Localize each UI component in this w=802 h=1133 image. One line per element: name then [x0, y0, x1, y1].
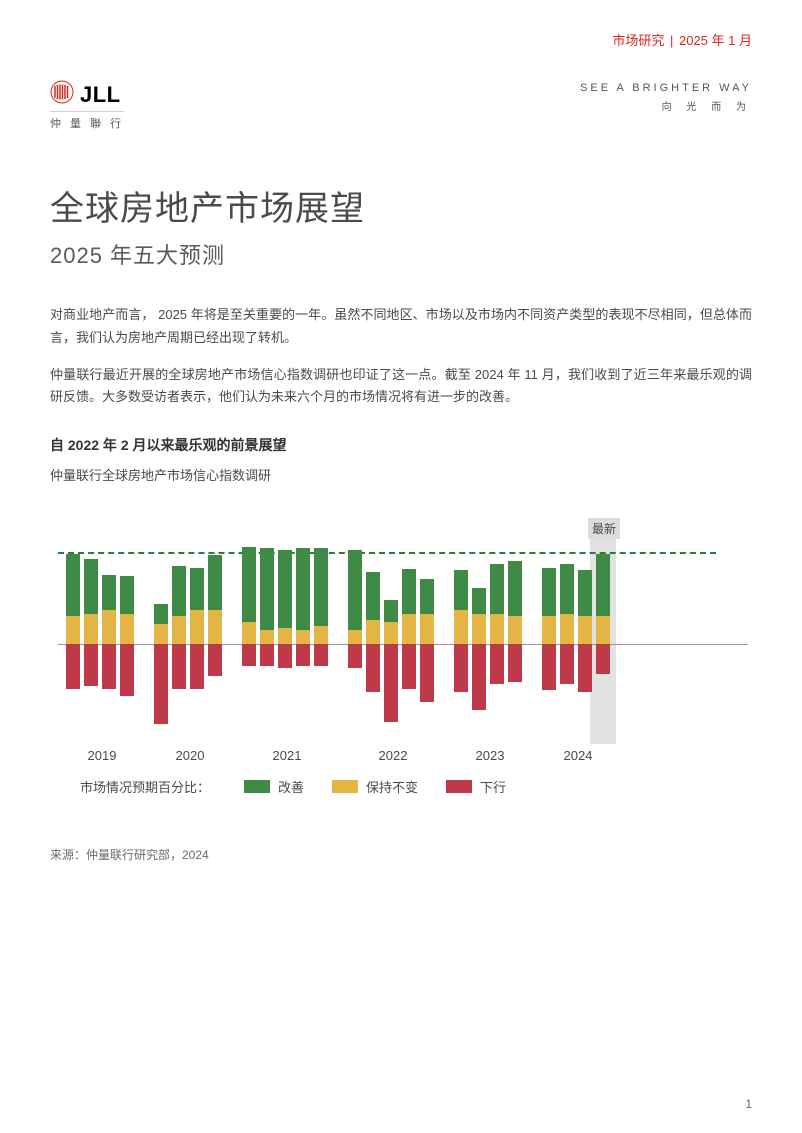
chart-year-group [446, 524, 534, 744]
chart-year-group [340, 524, 446, 744]
chart-bar [102, 524, 116, 744]
chart-bar [278, 524, 292, 744]
chart-bar [596, 524, 610, 744]
legend-swatch-improve [244, 780, 270, 793]
chart-bar [560, 524, 574, 744]
chart-bar [154, 524, 168, 744]
chart-bar [190, 524, 204, 744]
legend-label: 下行 [480, 777, 506, 796]
legend-item-same: 保持不变 [332, 777, 418, 796]
legend-item-improve: 改善 [244, 777, 304, 796]
body-text: 对商业地产而言， 2025 年将是至关重要的一年。虽然不同地区、市场以及市场内不… [50, 304, 752, 409]
chart-year-group [534, 524, 622, 744]
chart-bar [242, 524, 256, 744]
chart-bar [348, 524, 362, 744]
brand-row: JLL [50, 80, 121, 109]
chart-bars [58, 524, 748, 744]
chart-plot-area: 最新 [58, 524, 748, 744]
chart-year-label: 2021 [234, 748, 340, 763]
chart-bar [454, 524, 468, 744]
tagline-en: SEE A BRIGHTER WAY [580, 82, 752, 94]
chart-latest-label: 最新 [588, 518, 620, 539]
chart-bar [84, 524, 98, 744]
paragraph: 对商业地产而言， 2025 年将是至关重要的一年。虽然不同地区、市场以及市场内不… [50, 304, 752, 350]
legend-lead: 市场情况预期百分比： [80, 777, 210, 796]
chart-year-label: 2022 [340, 748, 446, 763]
chart-year-label: 2024 [534, 748, 622, 763]
page-title: 全球房地产市场展望 [50, 181, 752, 230]
chart-bar [172, 524, 186, 744]
chart-bar [420, 524, 434, 744]
chart-bar [208, 524, 222, 744]
chart-bar [296, 524, 310, 744]
chart-year-label: 2023 [446, 748, 534, 763]
chart-year-label: 2020 [146, 748, 234, 763]
chart-bar [120, 524, 134, 744]
tagline: SEE A BRIGHTER WAY 向 光 而 为 [580, 82, 752, 113]
section-heading: 自 2022 年 2 月以来最乐观的前景展望 [50, 435, 752, 455]
chart-bar [366, 524, 380, 744]
sentiment-chart: 最新 201920202021202220232024 市场情况预期百分比： 改… [50, 524, 752, 796]
chart-bar [490, 524, 504, 744]
chart-bar [578, 524, 592, 744]
page-number: 1 [745, 1097, 752, 1111]
chart-source: 来源：仲量联行研究部，2024 [50, 846, 752, 863]
chart-x-labels: 201920202021202220232024 [58, 748, 748, 763]
section-sub: 仲量联行全球房地产市场信心指数调研 [50, 465, 752, 484]
header-date: 2025 年 1 月 [679, 33, 752, 48]
chart-year-group [234, 524, 340, 744]
legend-label: 改善 [278, 777, 304, 796]
legend-label: 保持不变 [366, 777, 418, 796]
chart-bar [542, 524, 556, 744]
header-category: 市场研究 [612, 33, 664, 48]
chart-bar [384, 524, 398, 744]
legend-item-down: 下行 [446, 777, 506, 796]
jll-logo-icon [50, 80, 74, 109]
chart-year-label: 2019 [58, 748, 146, 763]
chart-bar [66, 524, 80, 744]
chart-bar [472, 524, 486, 744]
chart-bar [314, 524, 328, 744]
header-separator: | [670, 33, 673, 48]
legend-swatch-down [446, 780, 472, 793]
legend-swatch-same [332, 780, 358, 793]
chart-legend: 市场情况预期百分比： 改善 保持不变 下行 [80, 777, 752, 796]
header-meta: 市场研究 | 2025 年 1 月 [612, 30, 752, 49]
chart-year-group [58, 524, 146, 744]
tagline-cn: 向 光 而 为 [580, 98, 752, 113]
chart-bar [260, 524, 274, 744]
paragraph: 仲量联行最近开展的全球房地产市场信心指数调研也印证了这一点。截至 2024 年 … [50, 364, 752, 410]
page-subtitle: 2025 年五大预测 [50, 238, 752, 270]
brand-name: JLL [80, 82, 121, 108]
chart-bar [508, 524, 522, 744]
chart-bar [402, 524, 416, 744]
chart-year-group [146, 524, 234, 744]
brand-cn-name: 仲 量 聯 行 [50, 111, 124, 131]
